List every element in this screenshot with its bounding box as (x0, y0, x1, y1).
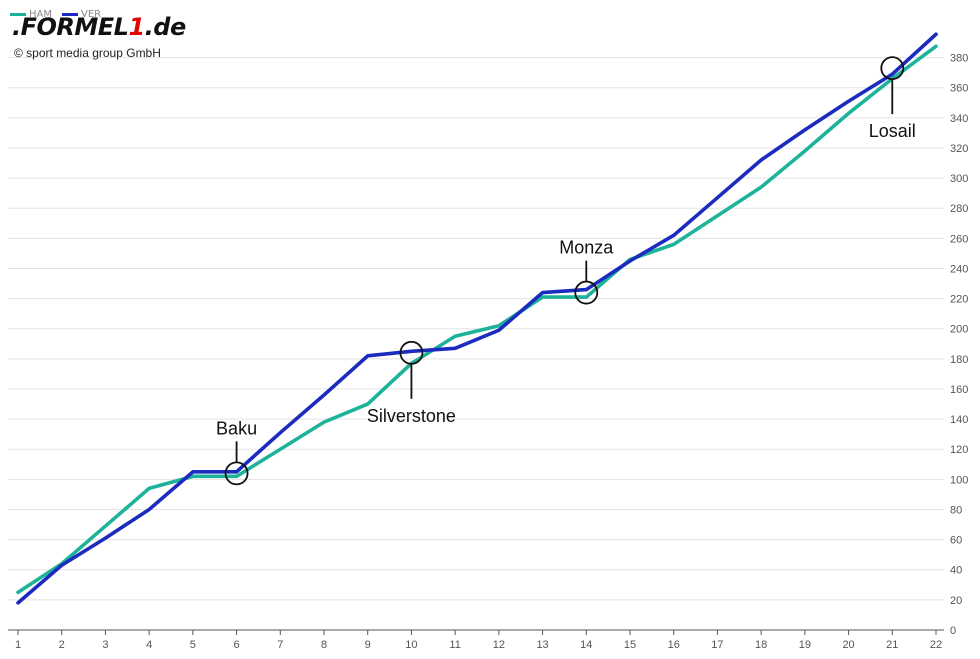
y-tick-label: 40 (950, 565, 962, 577)
y-tick-label: 360 (950, 83, 968, 95)
x-tick-label: 15 (624, 639, 636, 651)
y-tick-label: 120 (950, 444, 968, 456)
y-tick-label: 180 (950, 354, 968, 366)
y-tick-label: 0 (950, 625, 956, 637)
annotation-label-baku: Baku (216, 418, 257, 438)
y-tick-label: 340 (950, 113, 968, 125)
y-tick-label: 300 (950, 173, 968, 185)
y-tick-label: 320 (950, 143, 968, 155)
y-tick-label: 20 (950, 595, 962, 607)
y-tick-label: 240 (950, 263, 968, 275)
y-tick-label: 260 (950, 233, 968, 245)
x-axis-ticks: 1 2 3 4 5 6 7 8 9 10 11 12 13 14 15 16 17 18 19 20 21 22 (15, 630, 942, 651)
logo-one: 1 (128, 13, 145, 41)
y-tick-label: 220 (950, 294, 968, 306)
annotations: Baku Silverstone Monza Losail (216, 56, 916, 486)
copyright-notice: © sport media group GmbH (14, 46, 161, 60)
legend-label-ham: HAM (29, 8, 52, 20)
x-tick-label: 3 (102, 639, 108, 651)
x-tick-label: 1 (15, 639, 21, 651)
x-tick-label: 11 (449, 639, 460, 651)
series-line-ver (16, 32, 938, 605)
y-tick-label: 380 (950, 53, 968, 65)
x-tick-label: 8 (321, 639, 327, 651)
x-tick-label: 22 (930, 639, 942, 651)
x-tick-label: 12 (493, 639, 505, 651)
x-tick-label: 19 (799, 639, 811, 651)
x-tick-label: 20 (842, 639, 854, 651)
series-lines (16, 32, 938, 605)
x-tick-label: 16 (668, 639, 680, 651)
x-tick-label: 17 (711, 639, 723, 651)
legend-swatch-ver (62, 12, 78, 16)
grid-lines (8, 57, 944, 631)
x-tick-label: 13 (536, 639, 548, 651)
x-tick-label: 10 (405, 639, 417, 651)
y-axis-ticks: 0 20 40 60 80 100 120 140 160 180 200 220 240 260 280 3… (950, 53, 968, 637)
y-tick-label: 60 (950, 535, 962, 547)
x-tick-label: 7 (277, 639, 283, 651)
series-line-ham (16, 44, 938, 595)
x-tick-label: 9 (365, 639, 371, 651)
legend-item-ham[interactable]: HAM (10, 9, 52, 20)
y-tick-label: 160 (950, 384, 968, 396)
annotation-label-monza: Monza (559, 238, 614, 258)
y-tick-label: 280 (950, 203, 968, 215)
y-tick-label: 80 (950, 504, 962, 516)
x-tick-label: 4 (146, 639, 152, 651)
annotation-label-losail: Losail (869, 121, 916, 141)
logo-suffix: .de (144, 13, 187, 41)
x-tick-label: 21 (886, 639, 898, 651)
y-tick-label: 100 (950, 474, 968, 486)
y-tick-label: 200 (950, 324, 968, 336)
logo-prefix: .FORMEL (12, 13, 129, 41)
annotation-label-silverstone: Silverstone (367, 406, 456, 426)
x-tick-label: 14 (580, 639, 592, 651)
y-tick-label: 140 (950, 414, 968, 426)
legend-label-ver: VER (81, 8, 102, 20)
x-tick-label: 6 (234, 639, 240, 651)
formel1-logo: .FORMEL1.de (12, 13, 186, 41)
x-tick-label: 2 (59, 639, 65, 651)
legend-item-ver[interactable]: VER (62, 9, 101, 20)
legend: HAM VER (10, 9, 111, 20)
x-tick-label: 5 (190, 639, 196, 651)
legend-swatch-ham (10, 12, 26, 16)
x-tick-label: 18 (755, 639, 767, 651)
